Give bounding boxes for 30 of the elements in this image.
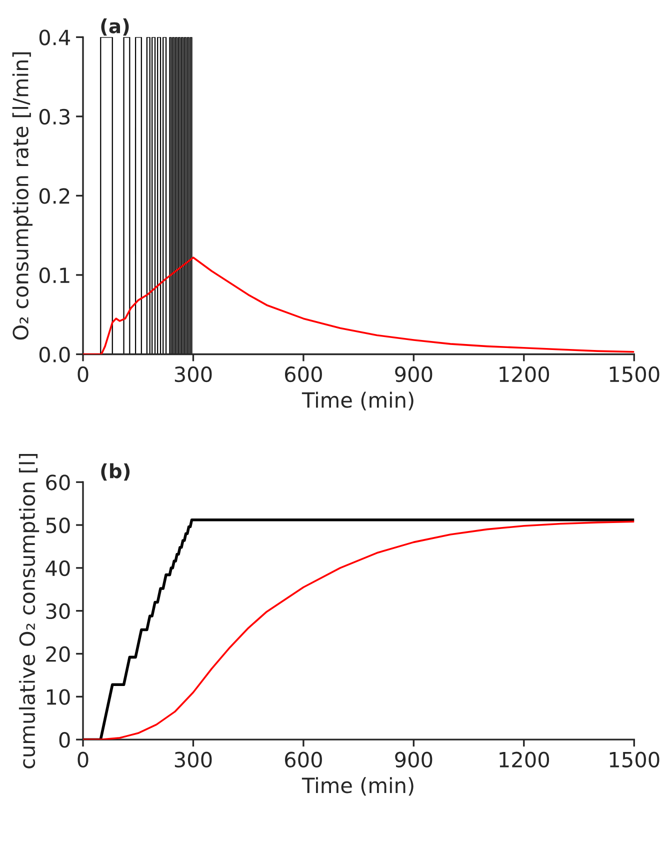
x-tick-label: 600: [285, 752, 322, 768]
x-tick-label: 900: [395, 366, 432, 382]
y-axis-title: cumulative O₂ consumption [l]: [18, 454, 40, 768]
y-tick-label: 50: [46, 517, 70, 534]
y-tick-label: 0.4: [39, 30, 70, 46]
y-tick-label: 60: [46, 474, 70, 490]
x-tick-label: 300: [174, 752, 212, 768]
x-tick-label: 300: [174, 366, 212, 382]
chart-title: (a): [101, 18, 129, 36]
y-tick-label: 0: [59, 732, 70, 748]
x-axis-title: Time (min): [302, 392, 414, 410]
y-axis-title: O₂ consumption rate [l/min]: [12, 52, 33, 340]
y-tick-label: 0.3: [39, 108, 70, 125]
x-tick-label: 1500: [610, 366, 660, 382]
y-tick-label: 0.1: [39, 267, 70, 284]
x-tick-label: 0: [78, 366, 88, 382]
x-tick-label: 600: [285, 366, 322, 382]
x-tick-label: 0: [78, 752, 88, 768]
x-tick-label: 1200: [500, 366, 550, 382]
y-tick-label: 30: [46, 603, 70, 620]
y-tick-label: 0.0: [39, 346, 70, 362]
chart-title: (b): [101, 463, 130, 481]
x-tick-label: 900: [395, 752, 432, 768]
y-tick-label: 10: [46, 689, 70, 705]
x-tick-label: 1200: [500, 752, 550, 768]
x-tick-label: 1500: [610, 752, 660, 768]
x-axis-title: Time (min): [302, 777, 414, 796]
y-tick-label: 0.2: [39, 188, 70, 204]
y-tick-label: 20: [46, 646, 70, 662]
y-tick-label: 40: [46, 560, 70, 576]
